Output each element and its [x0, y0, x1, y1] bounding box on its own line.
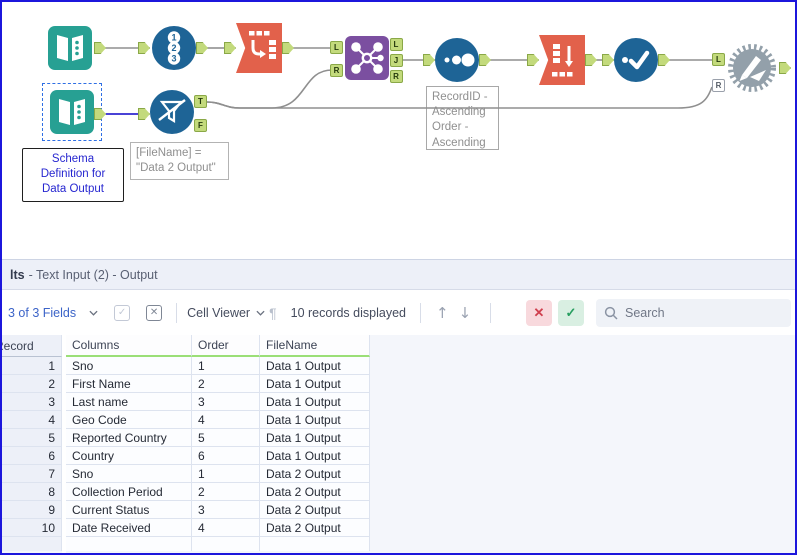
- cancel-button[interactable]: ✕: [526, 299, 552, 326]
- table-row[interactable]: 2 First Name 2 Data 1 Output: [2, 375, 370, 393]
- join-icon: [345, 36, 389, 80]
- results-panel: lts - Text Input (2) - Output 3 of 3 Fie…: [2, 259, 795, 553]
- select-all-checkbox-icon[interactable]: ✓: [114, 304, 131, 321]
- divider: [419, 302, 421, 323]
- cross-tab-icon: [539, 35, 585, 85]
- fields-dropdown-label: 3 of 3 Fields: [8, 305, 77, 320]
- input-anchor[interactable]: [224, 42, 236, 54]
- tool-sort[interactable]: [423, 38, 491, 87]
- join-output-left-anchor[interactable]: L: [389, 37, 403, 51]
- scroll-down-icon[interactable]: ↓: [458, 303, 472, 322]
- deselect-all-icon[interactable]: ✕: [146, 304, 163, 321]
- svg-text:1: 1: [171, 33, 176, 43]
- transpose-icon: [236, 23, 282, 73]
- connection-wires: [106, 47, 713, 115]
- output-anchor[interactable]: [479, 54, 491, 66]
- column-header-columns[interactable]: Columns: [66, 335, 192, 357]
- join-input-right-anchor[interactable]: R: [330, 64, 343, 77]
- filter-false-anchor[interactable]: F: [194, 119, 207, 132]
- column-header-order[interactable]: Order: [192, 335, 260, 357]
- tool-text-input-2[interactable]: [50, 90, 106, 139]
- table-row[interactable]: 9 Current Status 3 Data 2 Output: [2, 501, 370, 519]
- macro-gear-icon: [728, 44, 776, 92]
- results-title: - Text Input (2) - Output: [28, 267, 158, 282]
- tool-text-input-1[interactable]: [48, 26, 106, 75]
- table-row[interactable]: 8 Collection Period 2 Data 2 Output: [2, 483, 370, 501]
- results-table-area: Record Columns Order FileName 1 Sno 1 Da…: [2, 335, 795, 553]
- results-header: lts - Text Input (2) - Output: [2, 259, 795, 290]
- whitespace-toggle-icon[interactable]: ¶: [269, 304, 277, 321]
- join-output-join-anchor[interactable]: J: [389, 53, 403, 67]
- column-gap: [62, 335, 66, 357]
- output-anchor[interactable]: [779, 62, 791, 74]
- column-header-record[interactable]: Record: [2, 335, 62, 357]
- svg-text:3: 3: [171, 54, 176, 64]
- tool-unique[interactable]: [602, 38, 670, 87]
- column-header-filename[interactable]: FileName: [260, 335, 370, 357]
- macro-input-left-anchor[interactable]: L: [712, 53, 725, 66]
- tool-cross-tab[interactable]: [527, 35, 597, 85]
- results-title-prefix: lts: [10, 267, 25, 282]
- tool-record-id[interactable]: 1 2 3: [138, 26, 208, 75]
- output-anchor[interactable]: [94, 108, 106, 120]
- divider: [490, 302, 492, 323]
- input-anchor[interactable]: [138, 108, 150, 120]
- results-table: Record Columns Order FileName 1 Sno 1 Da…: [2, 335, 370, 553]
- output-anchor[interactable]: [658, 54, 670, 66]
- workflow-canvas[interactable]: Schema Definition for Data Output [FileN…: [2, 2, 795, 259]
- table-row[interactable]: 10 Date Received 4 Data 2 Output: [2, 519, 370, 537]
- table-header-row: Record Columns Order FileName: [2, 335, 370, 357]
- table-row[interactable]: 4 Geo Code 4 Data 1 Output: [2, 411, 370, 429]
- text-input-icon: [48, 26, 92, 70]
- search-input[interactable]: [625, 305, 775, 320]
- search-icon: [604, 306, 618, 320]
- cell-viewer-dropdown[interactable]: Cell Viewer: [187, 306, 265, 320]
- records-displayed-label: 10 records displayed: [290, 305, 406, 320]
- table-row[interactable]: 1 Sno 1 Data 1 Output: [2, 357, 370, 375]
- annotation-filter-expression[interactable]: [FileName] = "Data 2 Output": [130, 142, 229, 181]
- cell-viewer-label: Cell Viewer: [187, 305, 251, 320]
- tool-transpose[interactable]: [224, 23, 294, 73]
- fields-dropdown[interactable]: 3 of 3 Fields: [8, 306, 98, 320]
- table-row[interactable]: 3 Last name 3 Data 1 Output: [2, 393, 370, 411]
- results-toolbar: 3 of 3 Fields ✓ ✕ Cell Viewer ¶ 10 recor…: [2, 290, 795, 335]
- record-id-icon: 1 2 3: [152, 26, 196, 70]
- table-row-empty: [2, 537, 370, 553]
- apply-button[interactable]: ✓: [558, 299, 584, 326]
- unique-icon: [614, 38, 658, 82]
- scroll-up-icon[interactable]: ↑: [435, 303, 449, 322]
- chevron-down-icon: [89, 310, 98, 316]
- macro-input-right-anchor[interactable]: R: [712, 79, 725, 92]
- annotation-sort-order[interactable]: RecordID - Ascending Order - Ascending: [426, 86, 499, 150]
- join-output-right-anchor[interactable]: R: [389, 69, 403, 83]
- input-anchor[interactable]: [423, 54, 435, 66]
- filter-icon: [150, 90, 194, 134]
- input-anchor[interactable]: [138, 42, 150, 54]
- output-anchor[interactable]: [94, 42, 106, 54]
- output-anchor[interactable]: [282, 42, 294, 54]
- filter-true-anchor[interactable]: T: [194, 95, 207, 108]
- table-row[interactable]: 6 Country 6 Data 1 Output: [2, 447, 370, 465]
- tool-join[interactable]: L R L J R: [330, 36, 403, 85]
- chevron-down-icon: [256, 310, 265, 316]
- output-anchor[interactable]: [196, 42, 208, 54]
- tool-output-macro[interactable]: L R: [712, 41, 791, 100]
- table-row[interactable]: 7 Sno 1 Data 2 Output: [2, 465, 370, 483]
- text-input-icon: [50, 90, 94, 134]
- input-anchor[interactable]: [602, 54, 614, 66]
- table-row[interactable]: 5 Reported Country 5 Data 1 Output: [2, 429, 370, 447]
- divider: [176, 302, 178, 323]
- join-input-left-anchor[interactable]: L: [330, 41, 343, 54]
- svg-text:2: 2: [171, 43, 176, 53]
- annotation-schema[interactable]: Schema Definition for Data Output: [22, 148, 124, 202]
- input-anchor[interactable]: [527, 54, 539, 66]
- search-box[interactable]: [596, 298, 791, 327]
- output-anchor[interactable]: [585, 54, 597, 66]
- tool-filter[interactable]: T F: [138, 90, 207, 139]
- sort-icon: [435, 38, 479, 82]
